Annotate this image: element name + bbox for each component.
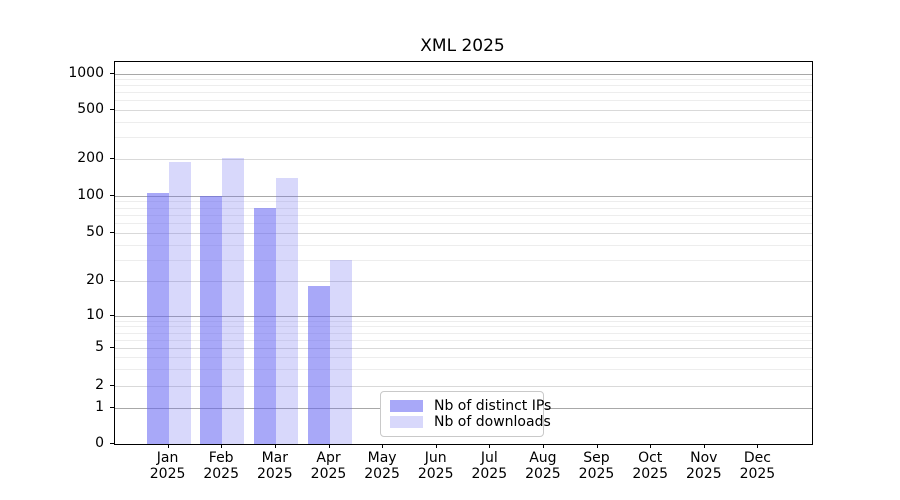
y-tick-label-500: 500 [77,100,104,117]
x-tick-label-may: May 2025 [364,450,400,482]
y-tick-mark-0 [110,443,115,444]
y-tick-label-5: 5 [95,339,104,355]
bar-distinct-ips-feb [200,195,223,444]
y-tick-mark-50 [110,232,115,233]
gridline-minor-70 [115,214,812,216]
gridline-major-500 [115,109,812,111]
y-tick-label-20: 20 [86,272,104,288]
x-tick-label-jun: Jun 2025 [417,450,454,482]
y-tick-label-10: 10 [86,307,104,323]
x-tick-mark-oct [650,444,652,448]
bar-distinct-ips-apr [307,286,330,444]
gridline-major-200 [115,159,812,160]
x-tick-mark-mar [274,444,276,448]
x-tick-mark-may [382,444,384,448]
gridline-minor-90 [115,201,812,203]
gridline-decade-1000 [115,74,812,75]
x-tick-label-mar: Mar 2025 [256,450,293,482]
gridline-major-5 [115,348,812,349]
y-tick-label-2: 2 [95,377,104,393]
x-tick-label-aug: Aug 2025 [525,450,561,482]
gridline-decade-100 [115,195,812,197]
distinct-ips-swatch [390,400,423,412]
legend-label-downloads: Nb of downloads [434,414,551,430]
y-tick-mark-200 [110,158,115,159]
x-tick-label-feb: Feb 2025 [203,450,239,482]
y-tick-label-1: 1 [95,399,104,415]
y-tick-mark-5 [110,347,115,348]
x-tick-label-jul: Jul 2025 [471,450,508,482]
gridline-minor-3 [115,369,812,371]
x-tick-mark-apr [328,444,330,448]
bar-downloads-apr [329,259,352,444]
gridline-minor-900 [115,79,812,81]
y-tick-label-200: 200 [77,150,104,166]
legend-item-downloads: Nb of downloads [390,414,551,430]
y-tick-mark-1 [110,407,115,408]
downloads-swatch [390,416,423,428]
gridline-minor-400 [115,121,812,123]
chart-title: XML 2025 [420,36,505,56]
gridline-minor-30 [115,259,812,261]
x-tick-mark-jul [489,444,491,448]
x-tick-label-oct: Oct 2025 [632,450,668,482]
gridline-minor-7 [115,332,812,334]
gridline-minor-300 [115,137,812,139]
y-tick-label-100: 100 [77,186,104,203]
legend-label-distinct-ips: Nb of distinct IPs [434,398,552,414]
bar-distinct-ips-mar [253,207,276,444]
gridline-minor-600 [115,100,812,102]
gridline-minor-6 [115,339,812,341]
x-tick-label-dec: Dec 2025 [739,450,776,482]
gridline-decade-10 [115,316,812,317]
bar-distinct-ips-jan [146,192,169,444]
y-tick-label-50: 50 [86,224,104,240]
x-tick-mark-dec [757,444,759,448]
bar-downloads-mar [275,177,298,444]
y-tick-mark-20 [110,280,115,281]
x-tick-label-jan: Jan 2025 [149,450,186,482]
x-tick-mark-sep [596,444,598,448]
legend-box: Nb of distinct IPs Nb of downloads [380,391,551,437]
gridline-minor-40 [115,244,812,246]
plot-area [114,61,813,445]
gridline-major-50 [115,233,812,234]
y-tick-label-0: 0 [95,435,104,451]
bar-downloads-jan [168,161,191,444]
y-tick-label-1000: 1000 [68,65,104,81]
y-tick-mark-10 [110,315,115,316]
y-tick-mark-100 [110,194,115,196]
gridline-minor-700 [115,92,812,94]
gridline-major-20 [115,281,812,282]
x-tick-label-apr: Apr 2025 [310,450,347,482]
y-tick-mark-1000 [110,73,115,74]
gridline-minor-800 [115,85,812,87]
x-tick-mark-feb [221,444,223,448]
x-tick-mark-aug [542,444,544,448]
gridline-minor-80 [115,207,812,209]
y-tick-mark-2 [110,385,115,386]
x-tick-mark-jun [435,444,437,448]
gridline-major-2 [115,386,812,387]
x-tick-label-nov: Nov 2025 [685,450,722,482]
gridline-minor-8 [115,326,812,328]
x-tick-mark-jan [167,444,169,448]
x-tick-mark-nov [703,444,705,448]
legend-item-distinct-ips: Nb of distinct IPs [390,398,551,414]
gridline-minor-4 [115,357,812,359]
bar-downloads-feb [222,157,245,444]
y-tick-mark-500 [110,108,115,110]
gridline-minor-9 [115,320,812,322]
x-tick-label-sep: Sep 2025 [578,450,615,482]
gridline-minor-60 [115,223,812,225]
